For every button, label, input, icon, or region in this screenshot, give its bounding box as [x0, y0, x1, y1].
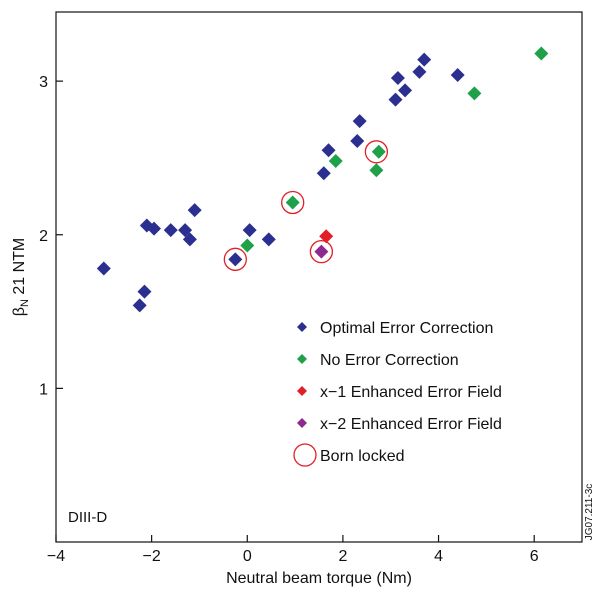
data-point [285, 195, 300, 210]
y-axis-title: βN 21 NTM [11, 238, 31, 317]
legend-marker [293, 443, 317, 467]
y-tick-label: 1 [39, 381, 48, 398]
legend-marker [297, 354, 307, 364]
data-point [369, 163, 384, 178]
data-point [350, 134, 365, 149]
data-point [398, 83, 413, 98]
data-point [417, 52, 432, 67]
series-group [319, 229, 334, 244]
data-point [137, 284, 152, 299]
data-point [261, 232, 276, 247]
data-point [182, 232, 197, 247]
legend-label: Born locked [320, 448, 405, 465]
x-tick-label: −4 [47, 548, 65, 565]
data-point [328, 154, 343, 169]
data-point [147, 221, 162, 236]
x-tick-label: 0 [243, 548, 252, 565]
legend-marker [297, 386, 307, 396]
data-point [228, 252, 243, 267]
legend: Optimal Error Correction No Error Correct… [293, 320, 502, 467]
data-point [316, 166, 331, 181]
data-point [163, 223, 178, 238]
series-group [96, 52, 465, 313]
x-tick-label: 4 [434, 548, 443, 565]
data-point [132, 298, 147, 313]
series-group [240, 46, 549, 253]
born-locked-marker [364, 140, 389, 164]
legend-label: x−2 Enhanced Error Field [320, 416, 502, 433]
plot-frame [55, 11, 583, 543]
data-point [390, 71, 405, 86]
data-point [534, 46, 549, 61]
data-point [450, 67, 465, 82]
data-point [96, 261, 111, 276]
axis-ticks: −4 −2 0 2 4 6 1 2 3 [39, 74, 539, 565]
data-point [352, 114, 367, 129]
y-axis-title-sub: N [19, 299, 31, 307]
y-tick-label: 2 [39, 228, 48, 245]
born-locked-marker [223, 247, 247, 271]
data-point [321, 143, 336, 158]
data-point [242, 223, 257, 238]
x-tick-label: −2 [143, 548, 161, 565]
legend-label: x−1 Enhanced Error Field [320, 384, 502, 401]
data-points [96, 46, 549, 313]
device-label: DIII-D [68, 509, 107, 526]
series-group [314, 244, 329, 259]
y-axis-title-rest: 21 NTM [11, 238, 28, 299]
legend-marker [297, 418, 307, 428]
x-tick-label: 6 [530, 548, 539, 565]
legend-label: Optimal Error Correction [320, 320, 493, 337]
data-point [240, 238, 255, 253]
born-locked-marker [309, 240, 334, 264]
legend-label: No Error Correction [320, 352, 459, 369]
born-locked-group [223, 140, 389, 271]
figure-id-label: JG07.211-3c [584, 484, 594, 541]
x-axis-title: Neutral beam torque (Nm) [226, 570, 412, 587]
data-point [467, 86, 482, 101]
data-point [187, 203, 202, 218]
data-point [314, 244, 329, 259]
x-tick-label: 2 [338, 548, 347, 565]
legend-marker [297, 322, 307, 332]
data-point [388, 92, 403, 107]
y-axis-title-main: β [11, 307, 28, 316]
data-point [319, 229, 334, 244]
y-tick-label: 3 [39, 74, 48, 91]
data-point [412, 64, 427, 79]
data-point [371, 144, 386, 159]
born-locked-marker [281, 190, 305, 215]
